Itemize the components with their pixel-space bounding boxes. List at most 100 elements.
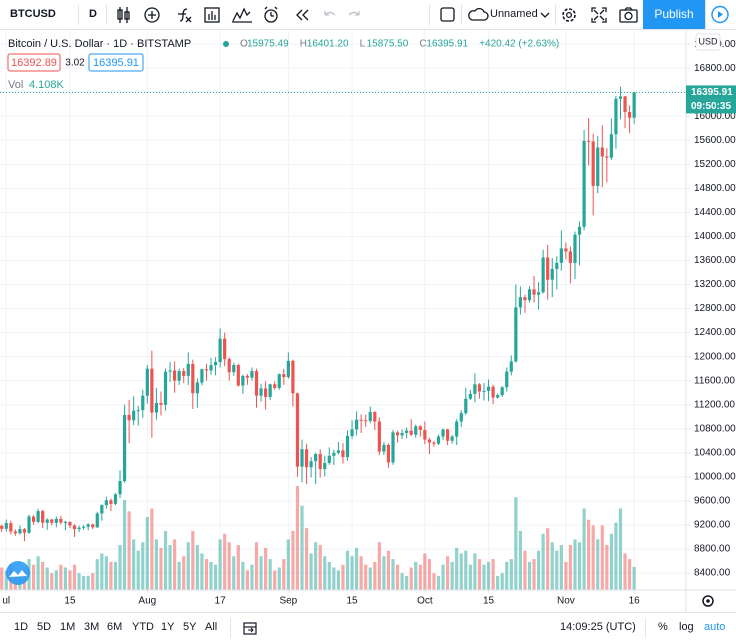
snapshot-button[interactable]	[619, 6, 639, 24]
undo-redo[interactable]	[324, 11, 360, 16]
candle-body	[445, 429, 450, 441]
templates-button[interactable]	[232, 7, 252, 23]
candle-body	[546, 257, 550, 280]
candle-body	[432, 442, 436, 444]
y-tick-label: 9200.00	[694, 520, 731, 531]
volume-bar	[377, 542, 381, 590]
volume-bar	[587, 519, 591, 590]
clock[interactable]: 14:09:25 (UTC)	[560, 621, 636, 633]
candle-body	[218, 338, 222, 363]
range-button[interactable]: 1D	[14, 621, 29, 633]
spread: 3.02	[65, 58, 85, 69]
candle-body	[122, 414, 127, 482]
volume-bar	[118, 545, 122, 590]
volume-bar	[341, 564, 345, 590]
volume-bar	[459, 553, 463, 590]
volume-bar	[268, 559, 272, 590]
candle-body	[136, 410, 140, 412]
volume-bar	[564, 561, 568, 590]
x-tick-label: Oct	[417, 596, 433, 607]
settings-button[interactable]	[560, 6, 578, 24]
candle-style-button[interactable]	[117, 7, 130, 23]
volume-bar	[50, 573, 54, 590]
candle-body	[300, 449, 304, 467]
volume-bar	[191, 530, 195, 590]
volume-bar	[418, 564, 422, 590]
candle-body	[514, 307, 518, 362]
volume-bar	[614, 522, 618, 590]
range-button[interactable]: All	[205, 621, 218, 633]
auto-toggle[interactable]: auto	[704, 621, 726, 633]
replay-toggle[interactable]	[705, 0, 736, 29]
goto-date-button[interactable]	[242, 620, 258, 636]
range-button[interactable]: 5D	[37, 621, 52, 633]
candle-body	[455, 421, 459, 437]
compare-button[interactable]	[144, 7, 160, 23]
volume-bar	[541, 533, 545, 590]
alert-button[interactable]	[264, 6, 278, 23]
last-price-box	[686, 85, 736, 100]
volume-bar	[496, 575, 500, 590]
indicators-button[interactable]	[178, 8, 192, 23]
volume-bar	[204, 559, 209, 590]
volume-bar	[427, 559, 431, 590]
range-button[interactable]: 6M	[107, 621, 123, 633]
candle-body	[304, 449, 309, 468]
buy-box[interactable]	[88, 53, 144, 72]
candle-body	[36, 511, 40, 522]
volume-bar	[168, 545, 172, 590]
financials-button[interactable]	[204, 7, 220, 23]
candle-body	[4, 523, 8, 529]
volume-bar	[505, 561, 509, 590]
volume-bar	[559, 545, 563, 590]
candle-body	[436, 436, 441, 444]
candle-body	[441, 429, 445, 437]
replay-button[interactable]	[296, 9, 309, 21]
fullscreen-button[interactable]	[590, 6, 608, 24]
layout-name[interactable]: Unnamed	[490, 8, 538, 20]
volume-bar	[609, 533, 613, 590]
volume-bar	[104, 556, 108, 590]
candle-body	[232, 365, 236, 373]
volume-bar	[518, 530, 522, 590]
symbol[interactable]: BTCUSD	[10, 8, 56, 20]
volume-bar	[173, 539, 177, 590]
y-tick-label: 10000.00	[694, 471, 736, 482]
candle-body	[400, 432, 404, 436]
cloud-icon[interactable]	[467, 7, 489, 23]
range-button[interactable]: 5Y	[183, 621, 197, 633]
range-button[interactable]: 1Y	[161, 621, 175, 633]
candle-body	[204, 369, 209, 371]
candle-body	[391, 432, 395, 463]
range-button[interactable]: YTD	[132, 621, 154, 633]
volume-bar	[386, 550, 391, 590]
tradingview-logo[interactable]	[6, 561, 30, 585]
publish-button[interactable]: Publish	[643, 0, 705, 29]
range-button[interactable]: 3M	[84, 621, 100, 633]
percent-toggle[interactable]: %	[658, 621, 668, 633]
log-toggle[interactable]: log	[679, 621, 694, 633]
ohlc-label: L	[360, 39, 366, 50]
interval[interactable]: D	[89, 8, 97, 20]
layout-chevron[interactable]	[540, 11, 550, 19]
volume-bar	[54, 570, 58, 590]
volume-bar	[291, 530, 295, 590]
volume-bar	[455, 547, 459, 590]
volume-bar	[536, 550, 541, 590]
candle-body	[9, 523, 13, 532]
range-button[interactable]: 1M	[60, 621, 76, 633]
candle-body	[236, 365, 240, 386]
volume-bar	[391, 559, 395, 590]
candle-body	[496, 395, 500, 398]
ohlc-value: 15875.50	[367, 39, 409, 50]
candle-body	[577, 226, 582, 235]
sell-box[interactable]	[7, 53, 61, 72]
y-tick-label: 11600.00	[694, 375, 735, 386]
candle-body	[173, 370, 177, 381]
y-tick-label: 15600.00	[694, 135, 736, 146]
settings-gear[interactable]	[702, 595, 714, 607]
volume-bar	[332, 567, 336, 590]
candle-body	[527, 289, 532, 301]
layout-button[interactable]	[440, 7, 456, 23]
candle-body	[82, 526, 86, 528]
